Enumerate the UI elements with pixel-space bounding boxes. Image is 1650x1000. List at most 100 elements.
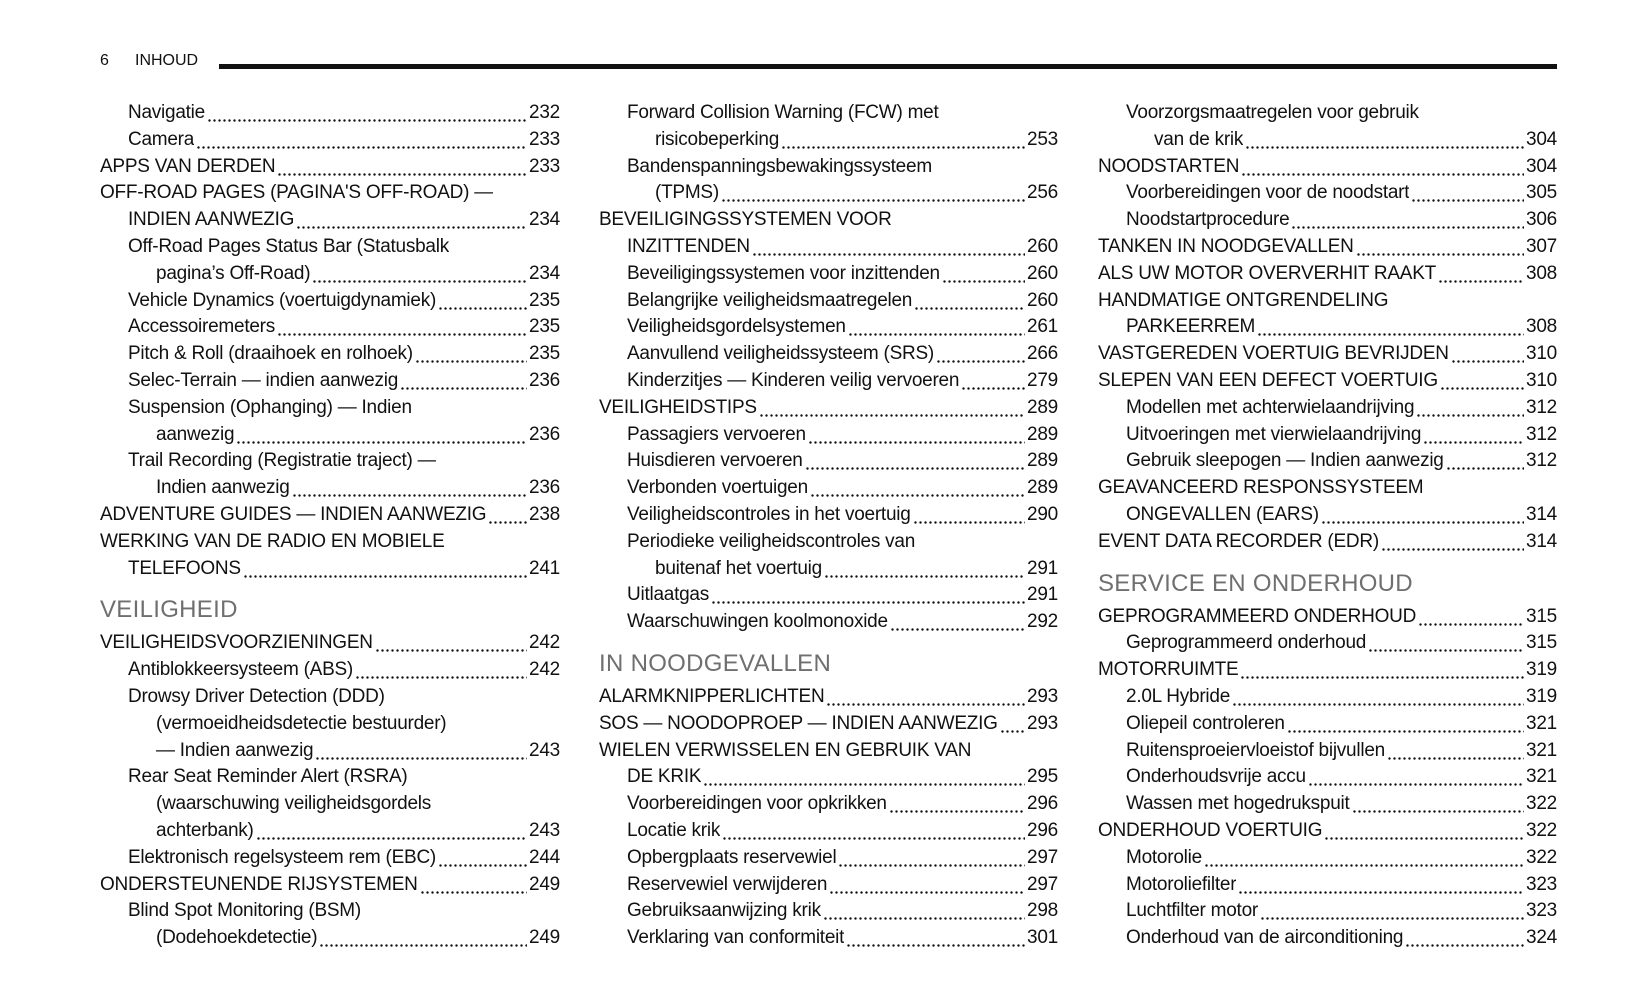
toc-line: Veiligheidscontroles in het voertuig 290	[599, 501, 1058, 529]
toc-line: pagina’s Off-Road) 234	[100, 260, 560, 288]
entry-text: Gebruik sleepogen — Indien aanwezig	[1126, 450, 1444, 472]
dot-leader	[1380, 528, 1525, 556]
toc-line: ONDERSTEUNENDE RIJSYSTEMEN 249	[100, 871, 560, 899]
page-ref: 293	[1027, 712, 1058, 734]
dot-leader	[809, 475, 1026, 502]
toc-line: Passagiers vervoeren 289	[599, 421, 1058, 449]
toc-line: Waarschuwingen koolmonoxide 292	[599, 609, 1058, 636]
dot-leader	[829, 871, 1026, 899]
toc-line: Selec-Terrain — indien aanwezig 236	[100, 367, 560, 395]
entry-text: Gebruiksaanwijzing krik	[627, 900, 821, 922]
toc-line: Antiblokkeersysteem (ABS) 242	[100, 657, 560, 684]
page-ref: 256	[1027, 182, 1058, 204]
toc-line: achterbank) 243	[100, 817, 560, 845]
page-ref: 235	[529, 316, 560, 338]
toc-line: EVENT DATA RECORDER (EDR) 314	[1098, 528, 1557, 556]
toc-column: Navigatie 232 Camera 233 APPS VAN DERDEN 233 O…	[100, 100, 560, 952]
toc-line: Pitch & Roll (draaihoek en rolhoek) 235	[100, 341, 560, 368]
dot-leader	[961, 367, 1026, 395]
dot-leader	[941, 260, 1026, 288]
entry-text: Wassen met hogedrukspuit	[1126, 793, 1350, 815]
entry-text: APPS VAN DERDEN	[100, 155, 276, 177]
entry-text: Geprogrammeerd onderhoud	[1126, 632, 1367, 654]
entry-text: (Dodehoekdetectie)	[156, 927, 318, 949]
toc-line: (waarschuwing veiligheidsgordels	[100, 791, 560, 818]
page-ref: 307	[1526, 235, 1557, 257]
toc-line: Off-Road Pages Status Bar (Statusbalk	[100, 234, 560, 261]
toc-line: Noodstartprocedure 306	[1098, 207, 1557, 234]
dot-leader	[822, 898, 1026, 926]
toc-line: Navigatie 232	[100, 100, 560, 127]
entry-text: Waarschuwingen koolmonoxide	[627, 611, 888, 633]
dot-leader	[1245, 126, 1525, 154]
entry-text: VEILIGHEIDSTIPS	[599, 396, 757, 418]
page-ref: 291	[1027, 557, 1058, 579]
entry-text: Camera	[128, 128, 195, 150]
entry-text: EVENT DATA RECORDER (EDR)	[1098, 530, 1379, 552]
dot-leader	[751, 233, 1026, 261]
dot-leader	[1240, 657, 1525, 684]
entry-text: Selec-Terrain — indien aanwezig	[128, 369, 399, 391]
toc-line: Modellen met achterwielaandrijving 312	[1098, 394, 1557, 422]
page-ref: 304	[1526, 128, 1557, 150]
page-ref: 304	[1526, 155, 1557, 177]
entry-text: SOS — NOODOPROEP — INDIEN AANWEZIG	[599, 712, 998, 734]
toc-line: GEPROGRAMMEERD ONDERHOUD 315	[1098, 603, 1557, 631]
page-ref: 323	[1526, 900, 1557, 922]
entry-text: GEAVANCEERD RESPONSSYSTEEM	[1098, 477, 1424, 499]
dot-leader	[355, 657, 528, 684]
page-ref: 314	[1526, 503, 1557, 525]
toc-line: Blind Spot Monitoring (BSM)	[100, 898, 560, 925]
dot-leader	[1405, 925, 1525, 952]
entry-text: Uitlaatgas	[627, 584, 709, 606]
entry-text: Forward Collision Warning (FCW) met	[627, 102, 939, 123]
entry-text: INZITTENDEN	[627, 235, 750, 257]
dot-leader	[1307, 764, 1525, 792]
entry-text: Uitvoeringen met vierwielaandrijving	[1126, 423, 1422, 445]
toc-line: Beveiligingssystemen voor inzittenden 260	[599, 260, 1058, 288]
dot-leader	[912, 501, 1026, 529]
toc-line: (TPMS) 256	[599, 180, 1058, 208]
page-ref: 319	[1526, 685, 1557, 707]
toc-line: Indien aanwezig 236	[100, 475, 560, 502]
page-ref: 319	[1526, 659, 1557, 681]
page-ref: 297	[1027, 873, 1058, 895]
toc-line: Verbonden voertuigen 289	[599, 475, 1058, 502]
dot-leader	[781, 126, 1026, 154]
entry-text: WERKING VAN DE RADIO EN MOBIELE	[100, 530, 445, 552]
entry-text: ADVENTURE GUIDES — INDIEN AANWEZIG	[100, 503, 487, 525]
toc-line: Uitlaatgas 291	[599, 582, 1058, 610]
entry-text: INDIEN AANWEZIG	[128, 209, 295, 231]
entry-text: Navigatie	[128, 102, 205, 123]
entry-text: Onderhoudsvrije accu	[1126, 766, 1306, 788]
toc-column: Forward Collision Warning (FCW) met risic…	[599, 100, 1058, 952]
toc-line: DE KRIK 295	[599, 764, 1058, 792]
dot-leader	[711, 582, 1026, 610]
dot-leader	[319, 925, 528, 952]
entry-text: ONDERHOUD VOERTUIG	[1098, 819, 1323, 841]
page-ref: 242	[529, 659, 560, 681]
toc-line: ONGEVALLEN (EARS) 314	[1098, 501, 1557, 529]
toc-line: Voorbereidingen voor de noodstart 305	[1098, 180, 1557, 208]
dot-leader	[1423, 421, 1525, 449]
toc-line: HANDMATIGE ONTGRENDELING	[1098, 288, 1557, 315]
toc-line: NOODSTARTEN 304	[1098, 153, 1557, 181]
dot-leader	[936, 341, 1026, 368]
toc-line: INZITTENDEN 260	[599, 233, 1058, 261]
entry-text: Verklaring van conformiteit	[627, 927, 845, 949]
entry-text: Opbergplaats reservewiel	[627, 846, 837, 868]
toc-line: — Indien aanwezig 243	[100, 737, 560, 765]
entry-text: (waarschuwing veiligheidsgordels	[156, 793, 432, 815]
page-ref: 235	[529, 289, 560, 311]
dot-leader	[1203, 844, 1525, 872]
entry-text: Motoroliefilter	[1126, 873, 1237, 895]
toc-line: SLEPEN VAN EEN DEFECT VOERTUIG 310	[1098, 367, 1557, 395]
page-ref: 308	[1526, 316, 1557, 338]
entry-text: Veiligheidscontroles in het voertuig	[627, 503, 911, 525]
toc-line: Forward Collision Warning (FCW) met	[599, 100, 1058, 127]
section-heading: VEILIGHEID	[100, 596, 238, 624]
toc-line: Huisdieren vervoeren 289	[599, 448, 1058, 476]
entry-text: Motorolie	[1126, 846, 1202, 868]
toc-line: ALS UW MOTOR OVERVERHIT RAAKT 308	[1098, 260, 1557, 288]
dot-leader	[1418, 603, 1525, 631]
